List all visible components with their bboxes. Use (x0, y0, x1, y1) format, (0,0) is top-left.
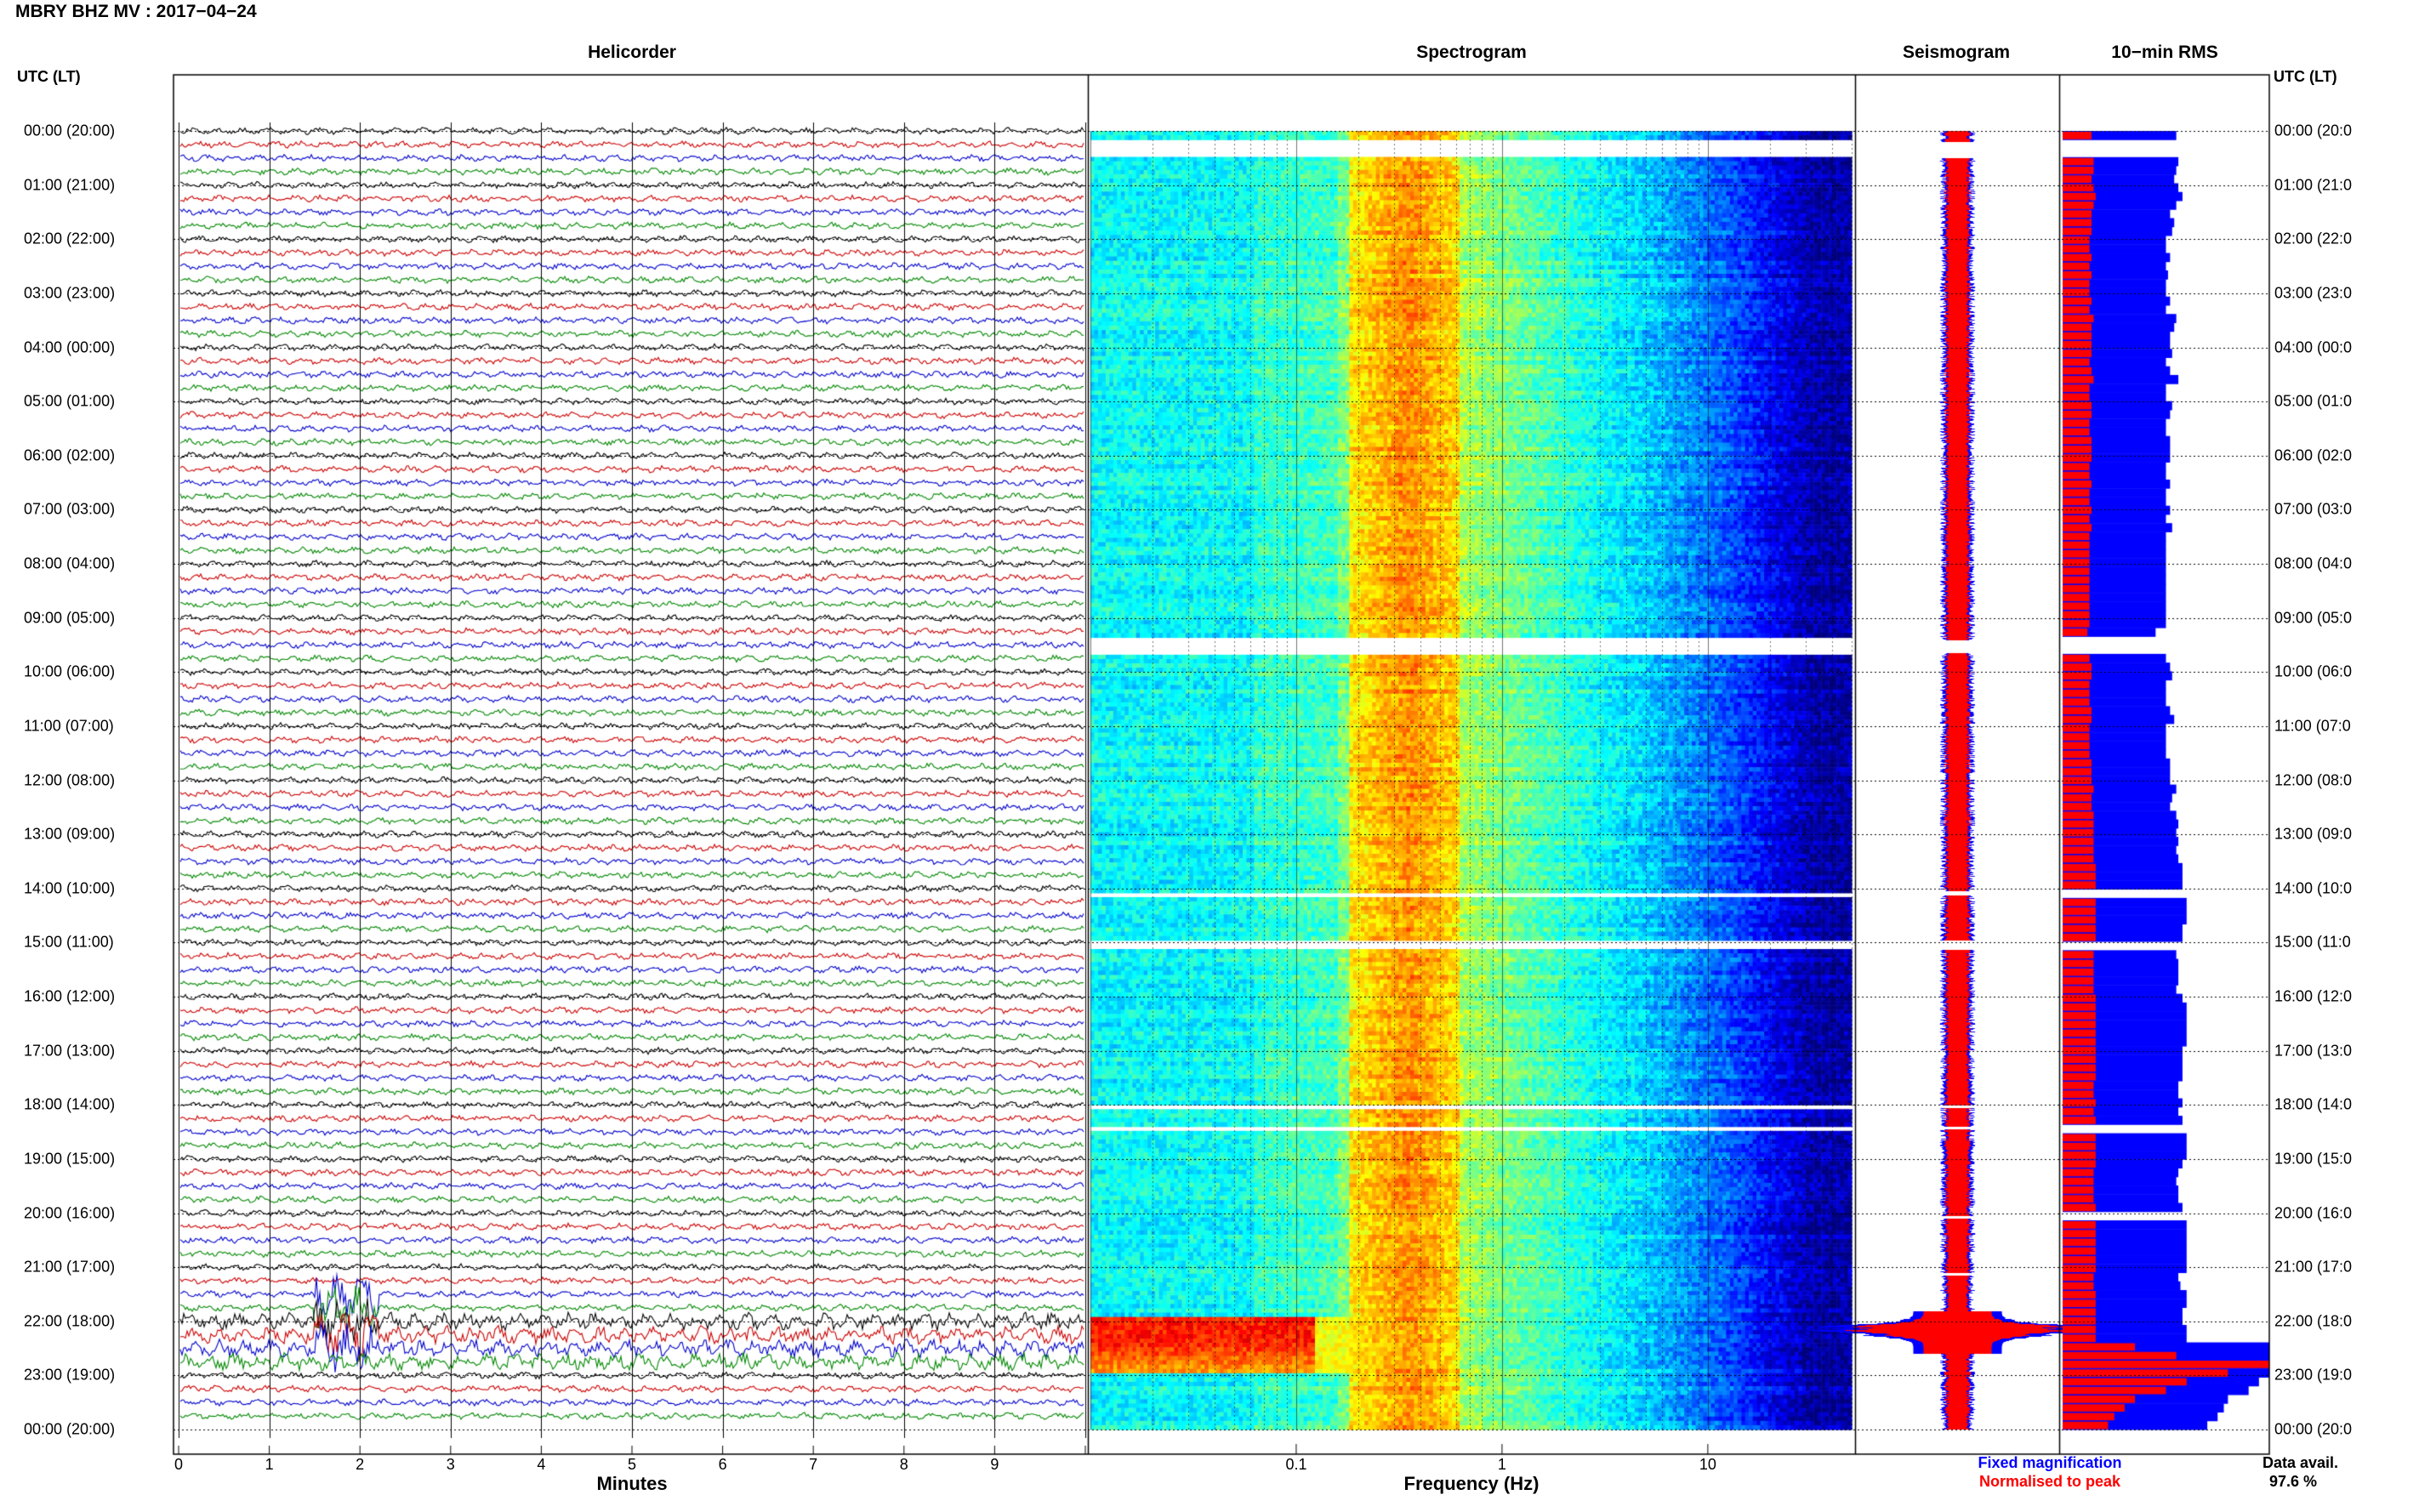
helicorder-title: Helicorder (588, 43, 676, 62)
time-label-left: 09:00 (05:00) (24, 609, 116, 627)
time-label-left: 19:00 (15:00) (24, 1150, 116, 1168)
time-label-right: 03:00 (23:0 (2274, 284, 2353, 302)
time-label-right: 21:00 (17:0 (2274, 1258, 2353, 1276)
time-label-right: 18:00 (14:0 (2274, 1095, 2353, 1113)
time-label-right: 11:00 (07:0 (2274, 717, 2351, 735)
time-label-right: 12:00 (08:0 (2274, 771, 2353, 788)
legend-normalised-to-peak: Normalised to peak (1978, 1473, 2121, 1490)
time-label-left: 05:00 (01:00) (24, 392, 116, 410)
time-label-right: 17:00 (13:0 (2274, 1042, 2353, 1060)
time-label-left: 23:00 (19:00) (24, 1366, 116, 1384)
data-avail-value: 97.6 % (2269, 1473, 2318, 1490)
time-label-right: 10:00 (06:0 (2274, 662, 2353, 680)
time-label-left: 08:00 (04:00) (24, 554, 116, 572)
time-label-left: 06:00 (02:00) (24, 446, 116, 464)
minutes-tick: 2 (356, 1456, 365, 1473)
time-label-left: 02:00 (22:00) (24, 230, 116, 247)
time-label-left: 04:00 (00:00) (24, 338, 116, 355)
time-label-right: 14:00 (10:0 (2274, 879, 2353, 897)
minutes-tick: 4 (537, 1456, 546, 1473)
seismogram-title: Seismogram (1902, 43, 2011, 62)
time-label-right: 05:00 (01:0 (2274, 392, 2353, 410)
utc-axis-label-right: UTC (LT) (2274, 68, 2337, 85)
time-label-right: 06:00 (02:0 (2274, 446, 2353, 464)
frequency-tick: 1 (1497, 1456, 1506, 1473)
time-label-left: 16:00 (12:00) (24, 987, 116, 1005)
minutes-tick: 7 (809, 1456, 818, 1473)
time-label-right: 20:00 (16:0 (2274, 1204, 2353, 1221)
time-label-left: 15:00 (11:00) (24, 933, 114, 951)
minutes-tick: 9 (990, 1456, 999, 1473)
legend-fixed-magnification: Fixed magnification (1978, 1454, 2122, 1471)
time-label-left: 07:00 (03:00) (24, 500, 116, 518)
time-label-right: 23:00 (19:0 (2274, 1366, 2353, 1384)
time-label-left: 01:00 (21:00) (24, 176, 116, 194)
time-label-right: 00:00 (20:0 (2274, 1420, 2353, 1438)
rms-title: 10−min RMS (2111, 43, 2218, 62)
time-label-right: 07:00 (03:0 (2274, 500, 2353, 518)
frequency-axis-label: Frequency (Hz) (1403, 1473, 1540, 1494)
data-avail-label: Data avail. (2262, 1454, 2339, 1471)
time-label-left: 17:00 (13:00) (24, 1042, 116, 1060)
time-label-right: 16:00 (12:0 (2274, 987, 2353, 1005)
time-label-right: 15:00 (11:0 (2274, 933, 2351, 951)
time-label-left: 11:00 (07:00) (24, 717, 114, 735)
time-label-left: 10:00 (06:00) (24, 662, 116, 680)
time-label-right: 09:00 (05:0 (2274, 609, 2353, 627)
time-label-right: 19:00 (15:0 (2274, 1150, 2353, 1168)
minutes-tick: 3 (446, 1456, 455, 1473)
time-label-left: 22:00 (18:00) (24, 1312, 116, 1330)
time-label-left: 14:00 (10:00) (24, 879, 116, 897)
time-label-right: 04:00 (00:0 (2274, 338, 2353, 355)
minutes-tick: 6 (718, 1456, 727, 1473)
utc-axis-label-left: UTC (LT) (17, 68, 81, 85)
time-label-left: 12:00 (08:00) (24, 771, 116, 788)
minutes-tick: 8 (899, 1456, 908, 1473)
frequency-tick: 0.1 (1285, 1456, 1307, 1473)
time-label-right: 02:00 (22:0 (2274, 230, 2353, 247)
chart-title: MBRY BHZ MV : 2017−04−24 (15, 2, 257, 21)
time-label-right: 13:00 (09:0 (2274, 825, 2353, 843)
minutes-axis-label: Minutes (596, 1473, 668, 1494)
minutes-tick: 0 (174, 1456, 184, 1473)
time-label-left: 03:00 (23:00) (24, 284, 116, 302)
minutes-tick: 5 (627, 1456, 637, 1473)
spectrogram-title: Spectrogram (1416, 43, 1527, 62)
time-label-right: 22:00 (18:0 (2274, 1312, 2353, 1330)
time-label-right: 08:00 (04:0 (2274, 554, 2353, 572)
time-label-right: 00:00 (20:0 (2274, 122, 2353, 139)
time-label-left: 00:00 (20:00) (24, 122, 116, 139)
frequency-tick: 10 (1699, 1456, 1716, 1473)
minutes-tick: 1 (265, 1456, 274, 1473)
time-label-left: 00:00 (20:00) (24, 1420, 116, 1438)
time-label-left: 13:00 (09:00) (24, 825, 116, 843)
time-label-right: 01:00 (21:0 (2274, 176, 2353, 194)
time-label-left: 20:00 (16:00) (24, 1204, 116, 1221)
time-label-left: 18:00 (14:00) (24, 1095, 116, 1113)
time-label-left: 21:00 (17:00) (24, 1258, 116, 1276)
